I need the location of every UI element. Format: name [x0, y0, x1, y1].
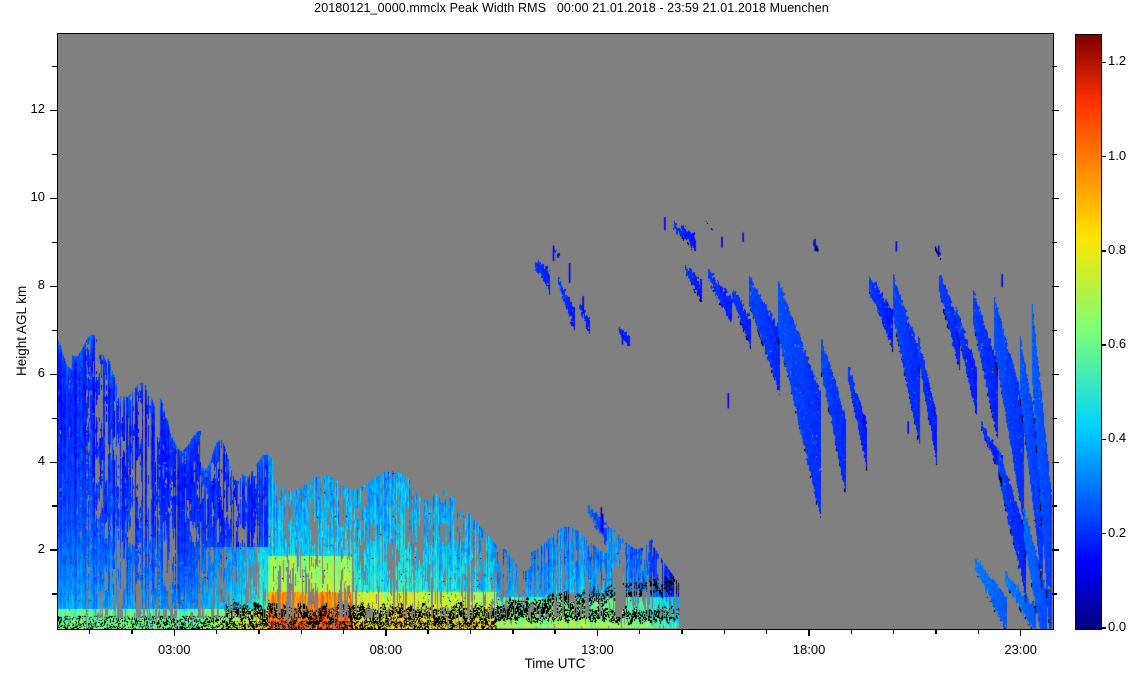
x-axis-tick-label: 23:00: [1004, 642, 1037, 657]
y-axis-minor-tick: [52, 241, 57, 244]
y-axis-minor-tick-inner: [1052, 241, 1057, 244]
x-axis-title: Time UTC: [524, 656, 586, 671]
colorbar-tick-label: 0.2: [1108, 524, 1127, 540]
y-axis-tick: [50, 285, 57, 287]
y-axis-tick-label: 4: [37, 453, 45, 469]
y-axis-minor-tick: [52, 593, 57, 595]
y-axis-title: Height AGL km: [14, 285, 29, 376]
x-axis-minor-tick: [681, 629, 683, 634]
x-axis-minor-tick: [300, 629, 302, 634]
x-axis-minor-tick: [215, 629, 218, 634]
y-axis-tick-label: 12: [30, 101, 45, 117]
x-axis-minor-tick: [850, 629, 853, 634]
colorbar-tick-label: 1.0: [1108, 147, 1127, 163]
x-axis-minor-tick: [935, 629, 937, 634]
y-axis-tick-label: 8: [37, 277, 45, 293]
colorbar-tick: [1101, 438, 1107, 441]
colorbar-tick: [1101, 627, 1107, 629]
y-axis-minor-tick-inner: [1052, 65, 1057, 68]
y-axis-tick-inner: [1052, 461, 1059, 463]
colorbar[interactable]: [1075, 34, 1102, 630]
y-axis-tick-inner: [1052, 373, 1059, 375]
x-axis-minor-tick: [258, 629, 260, 634]
y-axis-tick-inner: [1052, 285, 1059, 287]
y-axis-tick: [50, 373, 57, 375]
colorbar-tick-label: 0.0: [1108, 619, 1127, 634]
colorbar-tick: [1101, 344, 1107, 346]
x-axis-minor-tick: [723, 629, 726, 634]
figure-title: 20180121_0000.mmclx Peak Width RMS 00:00…: [314, 1, 829, 15]
colorbar-tick-label: 0.8: [1108, 241, 1127, 257]
y-axis-tick-inner: [1052, 109, 1059, 112]
y-axis-minor-tick-inner: [1052, 153, 1057, 156]
y-axis-minor-tick-inner: [1052, 593, 1057, 595]
x-axis-tick: [173, 629, 175, 636]
y-axis-minor-tick: [52, 505, 57, 507]
colorbar-tick-label: 1.2: [1108, 53, 1127, 69]
x-axis-minor-tick: [427, 629, 429, 634]
colorbar-tick: [1101, 155, 1107, 158]
y-axis-tick: [50, 549, 57, 551]
colorbar-tick: [1101, 533, 1107, 535]
colorbar-tick-label: 0.6: [1108, 336, 1127, 352]
x-axis-minor-tick: [639, 629, 641, 634]
x-axis-tick-label: 03:00: [157, 642, 191, 657]
plot-area[interactable]: [57, 33, 1054, 630]
colorbar-tick: [1101, 250, 1107, 252]
x-axis-minor-tick: [512, 629, 514, 634]
x-axis-minor-tick: [342, 629, 345, 634]
x-axis-tick: [385, 629, 387, 636]
x-axis-minor-tick: [977, 629, 980, 634]
colorbar-tick: [1101, 61, 1107, 63]
x-axis-tick-label: 13:00: [581, 642, 614, 657]
x-axis-minor-tick: [469, 629, 472, 634]
x-axis-tick-label: 08:00: [369, 642, 403, 657]
x-axis-minor-tick: [554, 629, 556, 634]
y-axis-minor-tick: [52, 65, 57, 68]
colorbar-tick-label: 0.4: [1108, 430, 1127, 446]
x-axis-minor-tick: [1019, 629, 1022, 634]
x-axis-tick: [596, 629, 599, 636]
x-axis-minor-tick: [88, 629, 91, 634]
x-axis-minor-tick: [766, 629, 768, 634]
x-axis-minor-tick: [893, 629, 895, 634]
y-axis-tick-label: 10: [30, 189, 45, 205]
y-axis-tick: [50, 109, 57, 112]
colorbar-gradient: [1076, 35, 1101, 629]
y-axis-minor-tick: [52, 329, 57, 331]
y-axis-tick: [50, 461, 57, 463]
y-axis-tick-inner: [1052, 197, 1059, 200]
x-axis-tick-label: 18:00: [792, 642, 826, 657]
radar-heatmap-canvas: [58, 34, 1053, 629]
x-axis-minor-tick: [131, 629, 133, 634]
y-axis-minor-tick: [52, 153, 57, 156]
y-axis-tick-label: 2: [37, 541, 45, 557]
y-axis-tick-label: 6: [37, 365, 45, 381]
y-axis-tick: [50, 197, 57, 200]
y-axis-minor-tick: [52, 417, 57, 419]
x-axis-tick: [808, 629, 810, 636]
y-axis-minor-tick-inner: [1052, 329, 1057, 331]
y-axis-tick-inner: [1052, 549, 1059, 551]
y-axis-minor-tick-inner: [1052, 417, 1057, 419]
y-axis-minor-tick-inner: [1052, 505, 1057, 507]
